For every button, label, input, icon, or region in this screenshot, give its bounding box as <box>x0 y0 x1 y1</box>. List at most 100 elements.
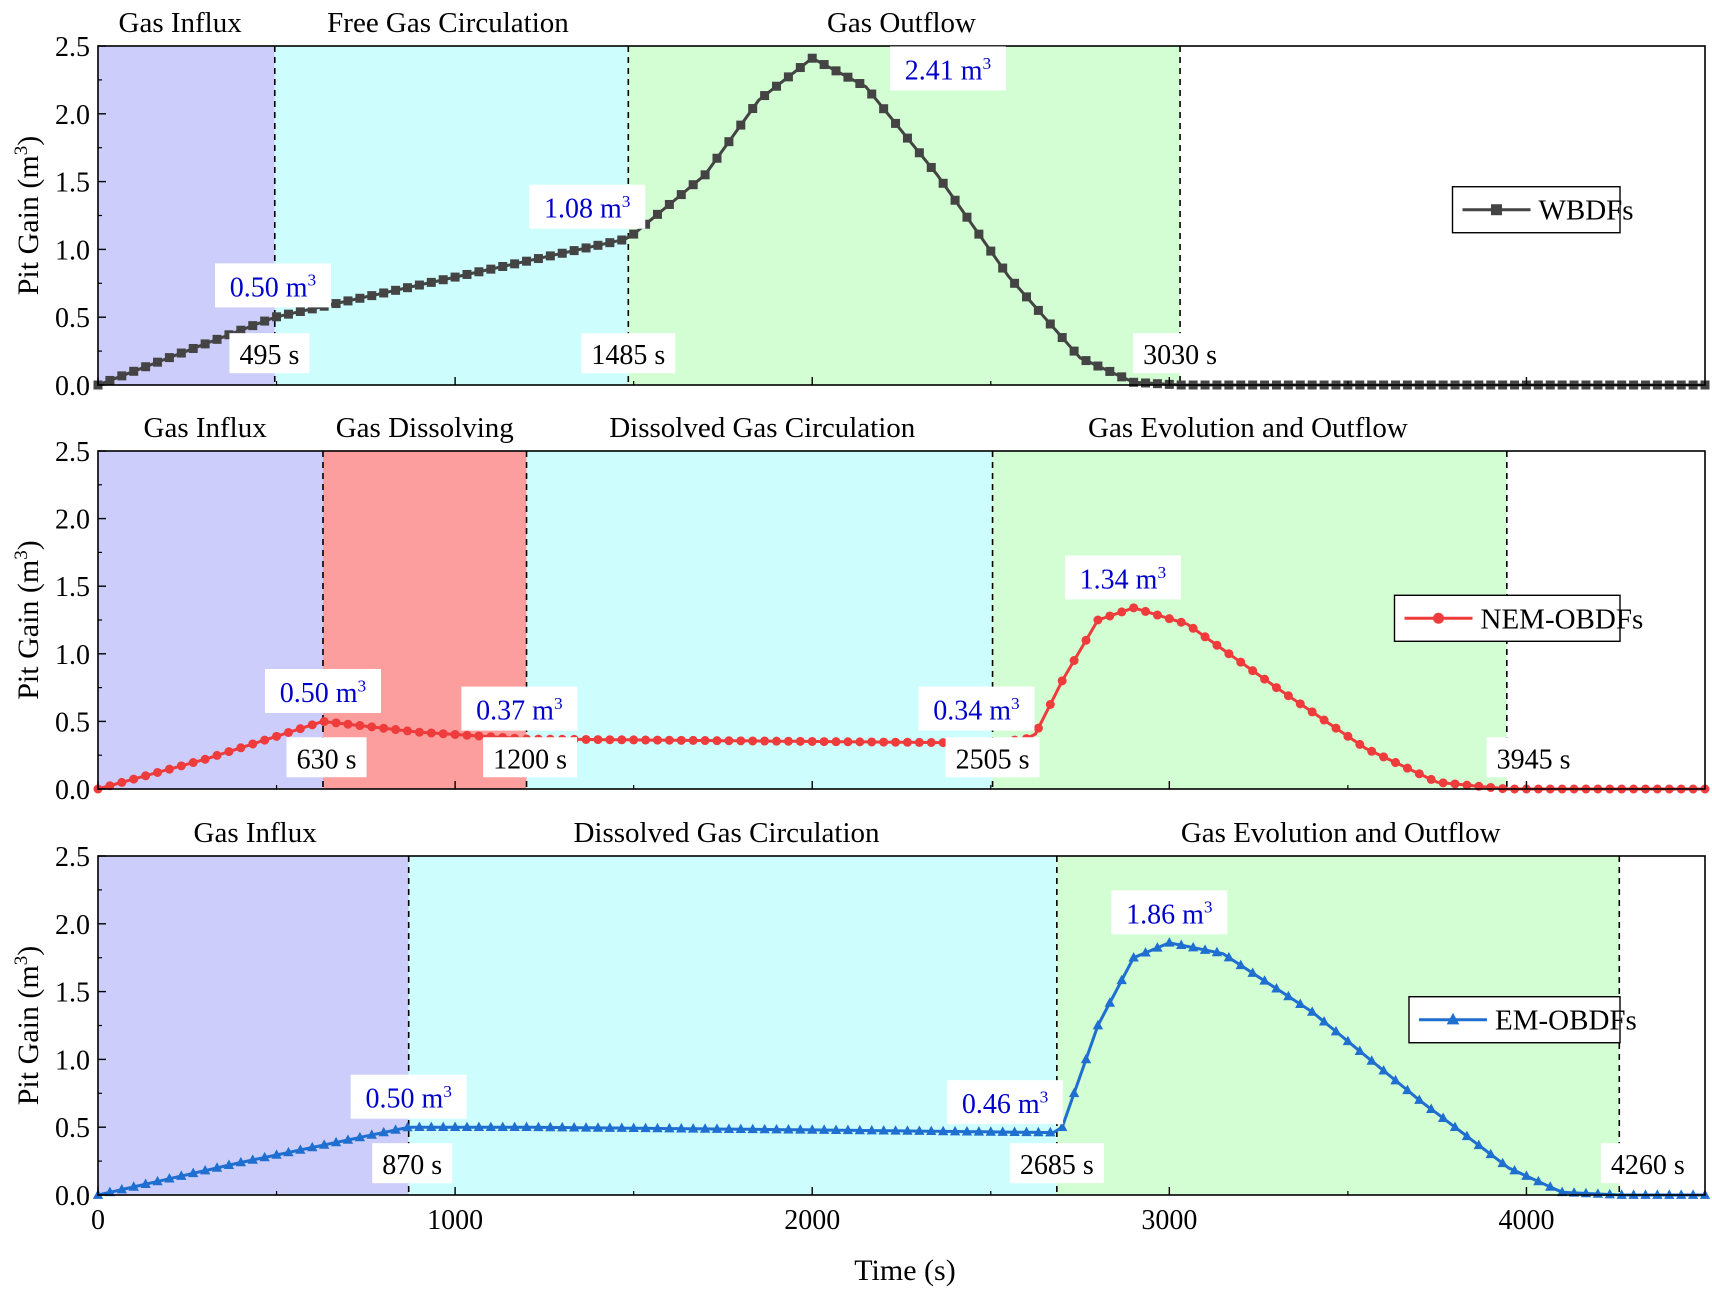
data-point <box>510 259 520 269</box>
legend-marker <box>1433 612 1444 624</box>
data-point <box>842 1124 854 1135</box>
data-point <box>855 737 865 747</box>
y-tick-label: 0.0 <box>55 371 90 402</box>
data-point <box>569 246 579 256</box>
time-label-box <box>229 333 310 374</box>
data-point <box>676 190 686 200</box>
data-point <box>1200 632 1210 642</box>
data-point <box>474 267 484 277</box>
data-point <box>295 1144 306 1154</box>
data-point <box>688 180 698 190</box>
data-point <box>676 1123 687 1133</box>
data-point <box>1414 1094 1425 1104</box>
data-point <box>1486 782 1496 792</box>
phase-label: Free Gas Circulation <box>327 7 569 39</box>
data-point <box>1426 774 1436 784</box>
data-point <box>926 737 936 747</box>
data-point <box>1152 379 1162 389</box>
y-axis-label: Pit Gain (m3) <box>11 136 45 296</box>
data-point <box>997 1126 1008 1136</box>
data-point <box>973 1126 985 1136</box>
data-point <box>949 1125 961 1136</box>
data-point <box>449 1121 461 1132</box>
data-point <box>1354 1045 1365 1055</box>
data-point <box>1319 715 1329 725</box>
data-point <box>807 53 817 63</box>
data-point <box>1307 707 1317 717</box>
time-label: 1485 s <box>591 340 665 371</box>
data-point <box>104 1186 116 1197</box>
data-point <box>1426 1103 1437 1113</box>
data-point <box>1533 1175 1544 1186</box>
series-line-NEM-OBDFs <box>97 606 1705 791</box>
data-point <box>1033 1126 1044 1137</box>
data-point <box>664 735 674 745</box>
x-axis-label: Time (s) <box>854 1254 955 1287</box>
data-point <box>759 1123 770 1134</box>
data-point <box>1379 752 1389 762</box>
data-point <box>1260 674 1270 684</box>
data-point <box>259 1151 270 1162</box>
data-point <box>367 291 377 301</box>
data-point <box>1223 951 1235 962</box>
data-point <box>1211 946 1223 957</box>
value-label-base: 0.37 m <box>476 696 554 727</box>
value-label-sup: 3 <box>622 192 631 211</box>
data-point <box>617 235 627 245</box>
data-point <box>748 736 758 746</box>
data-point <box>355 721 365 731</box>
data-point <box>1021 292 1031 302</box>
data-point <box>1141 606 1151 616</box>
data-point <box>200 754 210 764</box>
time-label: 4260 s <box>1611 1150 1685 1181</box>
phase-label: Gas Influx <box>119 7 243 39</box>
data-point <box>307 1141 318 1152</box>
phase-region-influx <box>98 856 409 1195</box>
data-point <box>176 1170 187 1180</box>
data-point <box>854 1124 866 1135</box>
value-label: 0.34 m3 <box>933 694 1019 727</box>
data-point <box>235 1156 247 1167</box>
data-point <box>735 1123 746 1134</box>
legend: EM-OBDFs <box>1408 996 1637 1044</box>
data-point <box>116 1183 127 1194</box>
data-point <box>485 1121 496 1132</box>
data-point <box>1009 1126 1020 1136</box>
data-point <box>1057 676 1067 686</box>
data-point <box>153 357 163 367</box>
data-point <box>1117 372 1127 382</box>
data-point <box>1640 1189 1651 1199</box>
value-label-sup: 3 <box>982 54 991 73</box>
data-point <box>248 739 258 749</box>
data-point <box>152 1175 163 1186</box>
data-point <box>462 269 472 279</box>
legend-label: EM-OBDFs <box>1495 1005 1637 1037</box>
data-point <box>736 736 746 746</box>
y-axis-label-sup: 3 <box>11 550 32 560</box>
data-point <box>1473 1139 1485 1150</box>
data-point <box>1307 1006 1318 1016</box>
data-point <box>211 1162 223 1172</box>
value-label-base: 0.46 m <box>962 1089 1040 1120</box>
legend-label: WBDFs <box>1539 195 1634 227</box>
time-label-box <box>372 1143 453 1184</box>
data-point <box>902 133 912 143</box>
data-point <box>342 1134 354 1144</box>
data-point <box>747 1123 758 1134</box>
value-label: 1.34 m3 <box>1080 563 1166 596</box>
data-point <box>819 60 829 70</box>
time-label: 3945 s <box>1497 744 1571 775</box>
data-point <box>224 747 234 757</box>
data-point <box>105 781 115 791</box>
data-point <box>129 774 139 784</box>
data-point <box>926 162 936 172</box>
data-point <box>1687 1189 1699 1199</box>
time-label: 2685 s <box>1020 1150 1094 1181</box>
value-label-box <box>350 1074 467 1119</box>
data-point <box>1461 1130 1473 1141</box>
data-point <box>640 1122 651 1133</box>
data-point <box>1236 657 1246 667</box>
data-point <box>1343 731 1353 741</box>
data-point <box>141 771 151 781</box>
